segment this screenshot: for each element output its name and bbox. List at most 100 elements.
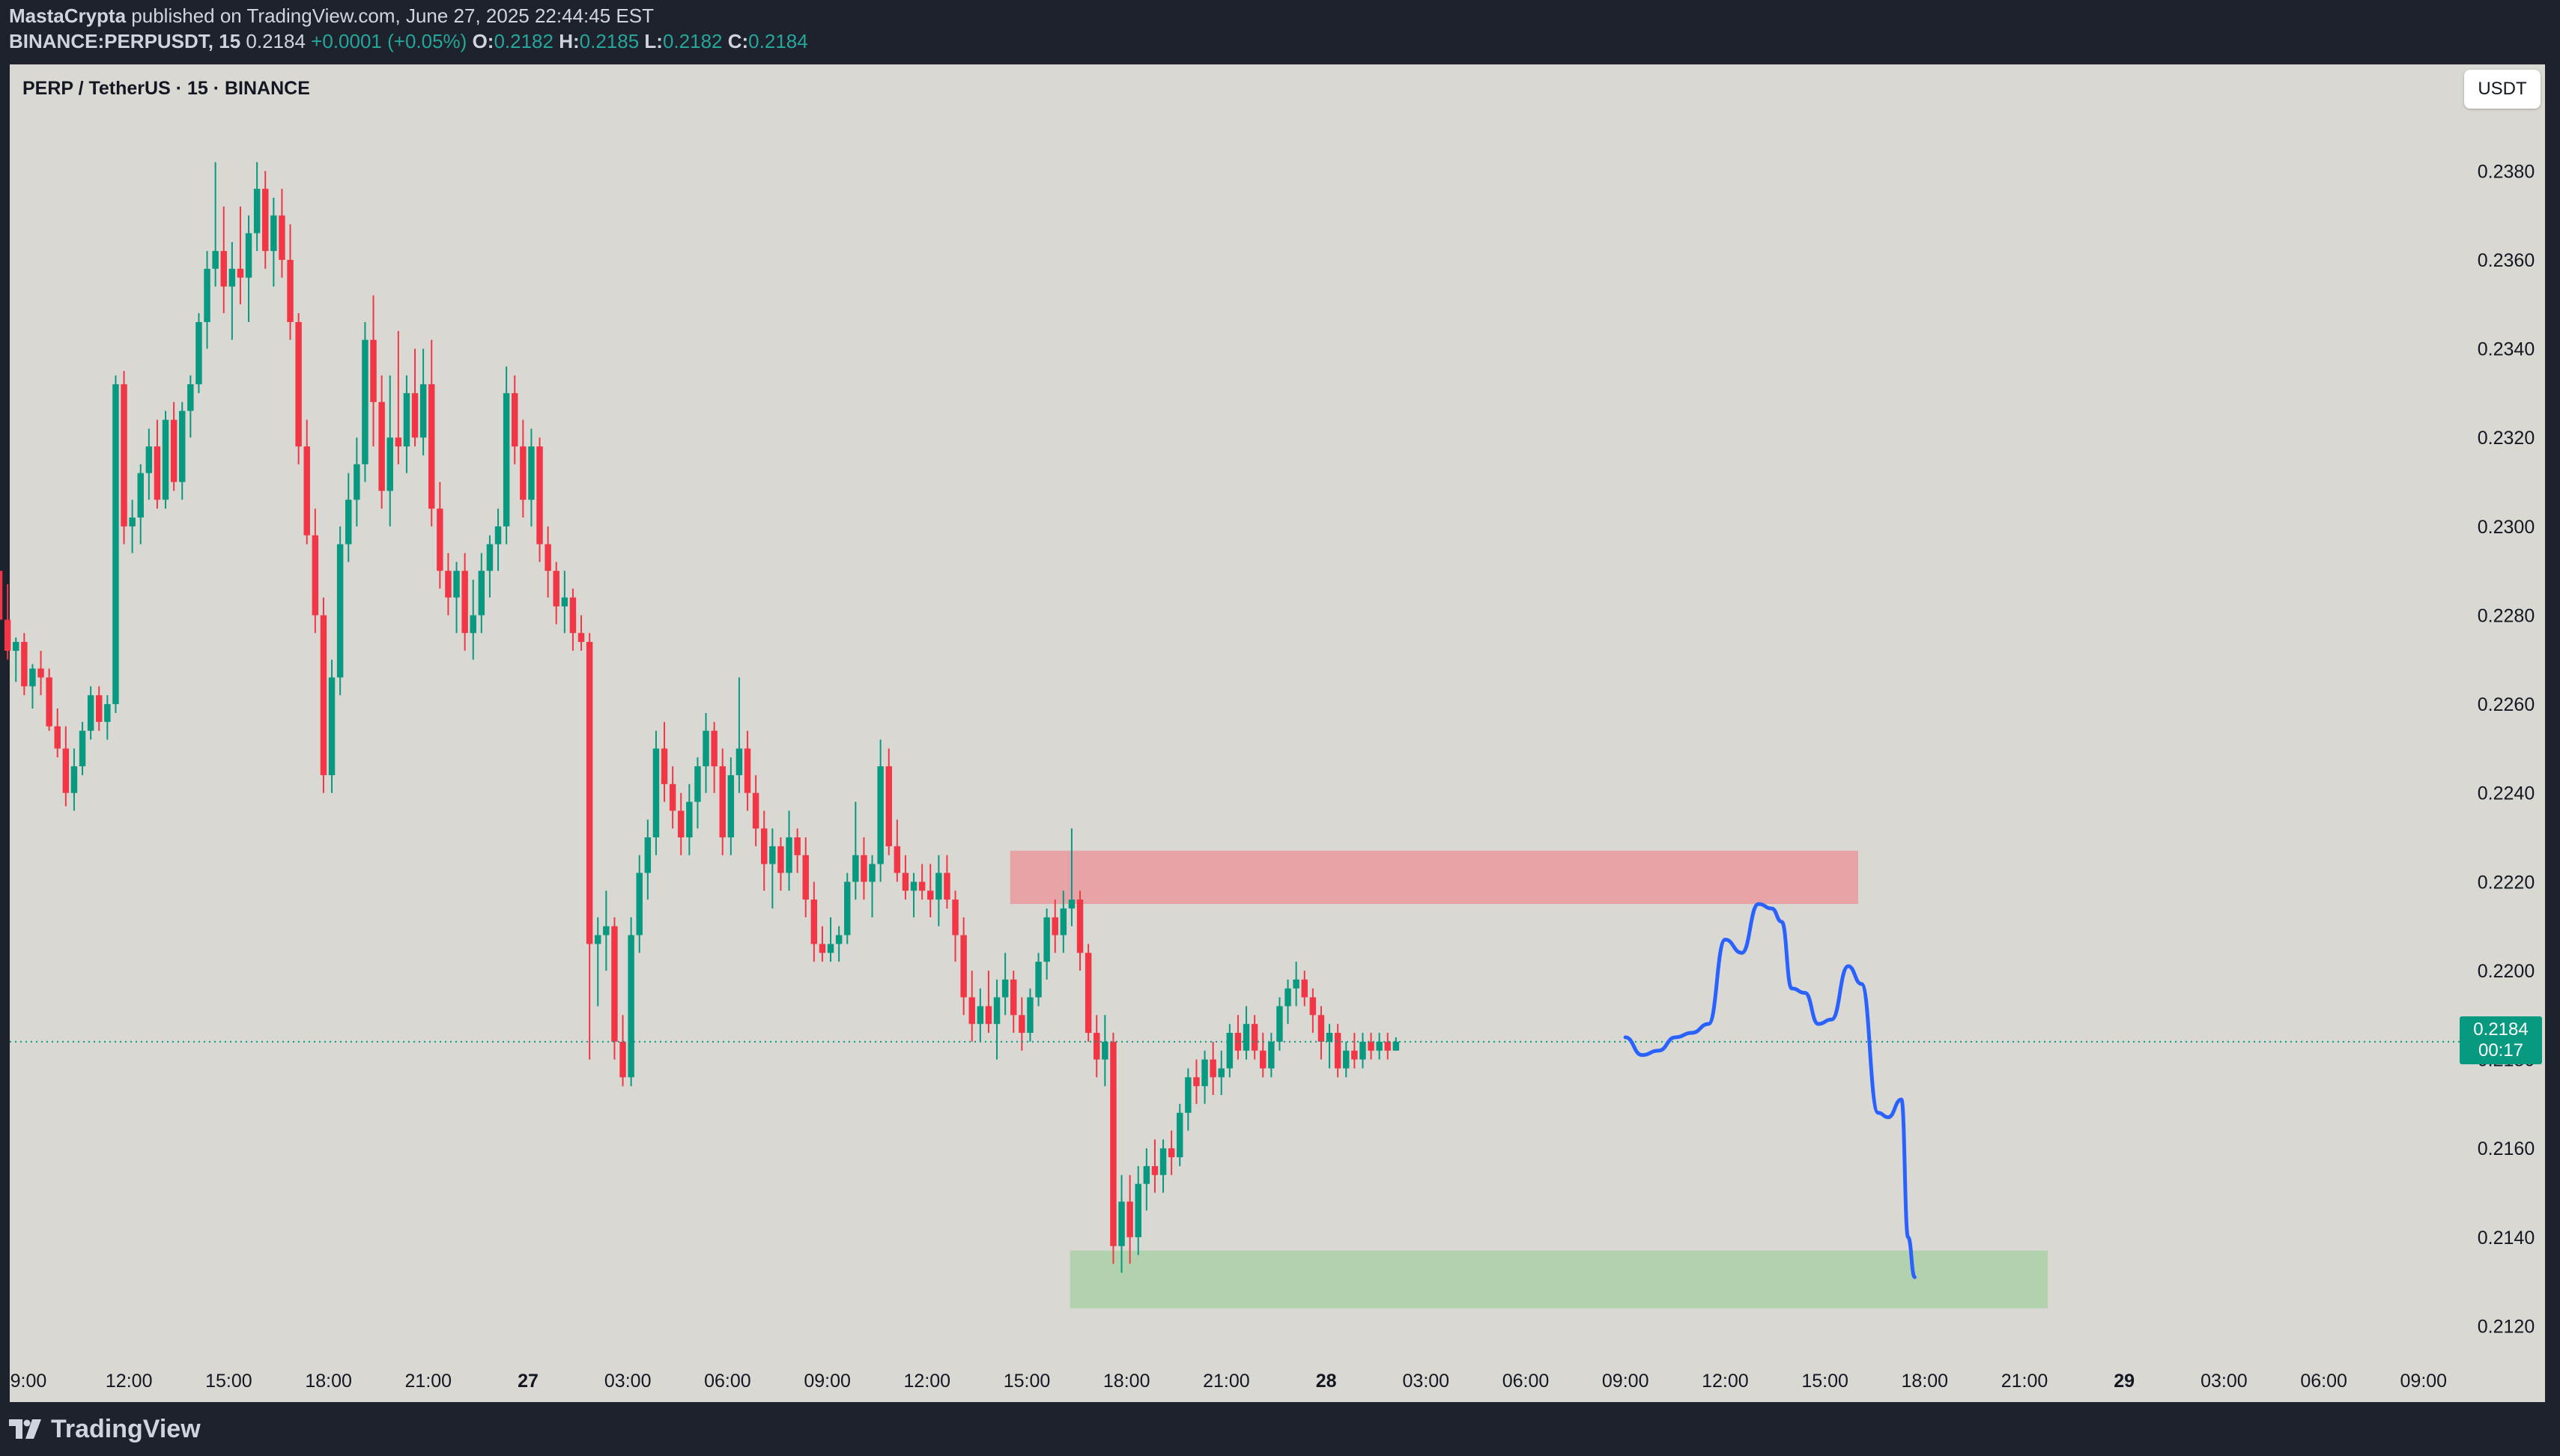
candle-body <box>694 766 701 802</box>
candle <box>1151 1139 1159 1193</box>
candle-body <box>4 619 11 651</box>
support-zone[interactable] <box>1070 1250 2048 1308</box>
candle <box>1043 908 1050 980</box>
candle-body <box>154 446 161 500</box>
candle-body <box>403 392 410 447</box>
projection-line[interactable] <box>1623 902 1917 1279</box>
candle-body <box>1001 979 1009 998</box>
candle <box>985 970 992 1034</box>
candle <box>1326 1024 1333 1069</box>
candle-body <box>195 322 202 385</box>
candle <box>494 509 502 571</box>
candle-body <box>977 1006 984 1025</box>
candle-body <box>13 642 19 651</box>
candle-body <box>29 668 36 687</box>
x-tick-label: 28 <box>1316 1371 1337 1392</box>
candle-body <box>636 873 643 935</box>
candle <box>1027 988 1034 1042</box>
x-tick-label: 29 <box>2114 1371 2135 1392</box>
y-tick-label: 0.2320 <box>2478 428 2535 449</box>
resistance-zone[interactable] <box>1010 850 1858 905</box>
candle <box>0 571 3 625</box>
open-value: 0.2182 <box>494 30 553 52</box>
candle <box>112 375 119 713</box>
candle <box>1276 997 1283 1051</box>
chart-panel[interactable] <box>10 64 2545 1402</box>
x-tick-label: 9:00 <box>10 1371 47 1392</box>
candle <box>212 162 219 287</box>
candle-body <box>918 882 926 891</box>
candle-body <box>104 704 111 722</box>
candle <box>1085 944 1092 1042</box>
candle-body <box>1035 962 1042 998</box>
candle-body <box>619 1041 626 1078</box>
candle <box>1317 1006 1325 1060</box>
candle <box>104 695 111 740</box>
candle <box>437 482 443 589</box>
candle <box>744 730 751 811</box>
candle <box>1185 1068 1192 1131</box>
candle-body <box>819 944 826 953</box>
candle-body <box>678 810 685 838</box>
candle <box>918 864 926 900</box>
candle-body <box>354 464 360 500</box>
candle-body <box>486 544 494 571</box>
candle-body <box>1301 979 1308 998</box>
candle-body <box>1052 917 1058 935</box>
candle-body <box>935 873 942 900</box>
chart-symbol-title: PERP / TetherUS · 15 · BINANCE <box>22 78 310 99</box>
candle <box>428 339 435 527</box>
candle-body <box>270 215 277 252</box>
candle-body <box>1351 1050 1358 1060</box>
candle-body <box>87 695 94 731</box>
candle <box>935 855 942 926</box>
candle-body <box>777 846 784 873</box>
candle <box>586 633 593 1060</box>
candle <box>228 242 236 340</box>
candle <box>4 583 11 660</box>
tradingview-logo[interactable]: TradingView <box>9 1411 201 1447</box>
candle-body <box>145 446 153 473</box>
y-tick-label: 0.2380 <box>2478 161 2535 182</box>
candle <box>478 553 485 634</box>
x-tick-label: 21:00 <box>1203 1371 1250 1392</box>
candle-body <box>786 837 792 873</box>
currency-button[interactable]: USDT <box>2464 70 2541 109</box>
candle <box>835 926 843 962</box>
x-tick-label: 12:00 <box>106 1371 153 1392</box>
author-name[interactable]: MastaCrypta <box>9 4 127 27</box>
candle <box>885 748 892 855</box>
candle-body <box>968 997 975 1025</box>
candle-body <box>877 766 884 864</box>
candle-body <box>1218 1068 1225 1078</box>
x-tick-label: 18:00 <box>1902 1371 1949 1392</box>
x-tick-label: 21:00 <box>405 1371 452 1392</box>
candle-body <box>478 571 485 616</box>
candle-body <box>179 410 186 482</box>
candle <box>528 428 535 527</box>
candle-body <box>21 642 28 687</box>
low-label: L: <box>644 30 663 52</box>
ohlc-line: BINANCE:PERPUSDT, 15 0.2184 +0.0001 (+0.… <box>9 30 808 53</box>
candle <box>802 837 809 917</box>
candle <box>96 686 103 731</box>
y-tick-label: 0.2220 <box>2478 872 2535 893</box>
candle-body <box>1293 979 1299 989</box>
candle <box>386 375 393 527</box>
high-value: 0.2185 <box>579 30 640 52</box>
candle-body <box>553 571 559 607</box>
candle <box>628 917 634 1087</box>
candle <box>944 855 950 909</box>
candle-body <box>528 446 535 500</box>
x-tick-label: 27 <box>518 1371 539 1392</box>
candle-body <box>861 855 867 882</box>
candle <box>295 313 302 464</box>
candle-body <box>727 775 735 838</box>
candle <box>810 882 818 962</box>
candle <box>1168 1130 1175 1175</box>
current-price-badge: 0.2184 00:17 <box>2460 1016 2542 1064</box>
candle <box>137 464 144 545</box>
candle <box>395 330 402 464</box>
candle-body <box>1309 997 1317 1016</box>
